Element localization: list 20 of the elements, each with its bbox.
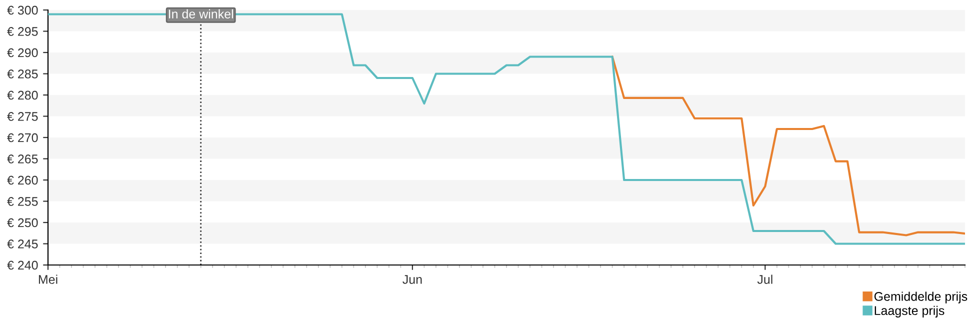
x-tick-label: Jun: [402, 275, 422, 284]
line-series: [611, 56, 965, 236]
y-tick-label: € 265: [7, 154, 38, 164]
y-tick-label: € 260: [7, 176, 38, 185]
y-tick-label: € 255: [7, 197, 38, 206]
x-tick-label: Jul: [757, 274, 772, 284]
y-tick-label: € 250: [7, 218, 38, 228]
ref-line-label: In de winkel: [168, 9, 234, 18]
legend-label: Laagste prijs: [874, 306, 944, 318]
y-tick-label: € 290: [7, 48, 38, 58]
y-tick-label: € 295: [7, 27, 38, 36]
y-tick-label: € 280: [7, 90, 38, 100]
y-tick-label: € 300: [7, 6, 38, 15]
y-tick-label: € 245: [7, 240, 38, 248]
y-tick-label: € 285: [7, 70, 38, 78]
legend-label: Gemiddelde prijs: [874, 292, 968, 304]
y-tick-label: € 275: [7, 112, 38, 121]
y-tick-label: € 270: [7, 133, 38, 142]
y-tick-label: € 240: [7, 260, 38, 270]
x-tick-label: Mei: [38, 274, 58, 284]
